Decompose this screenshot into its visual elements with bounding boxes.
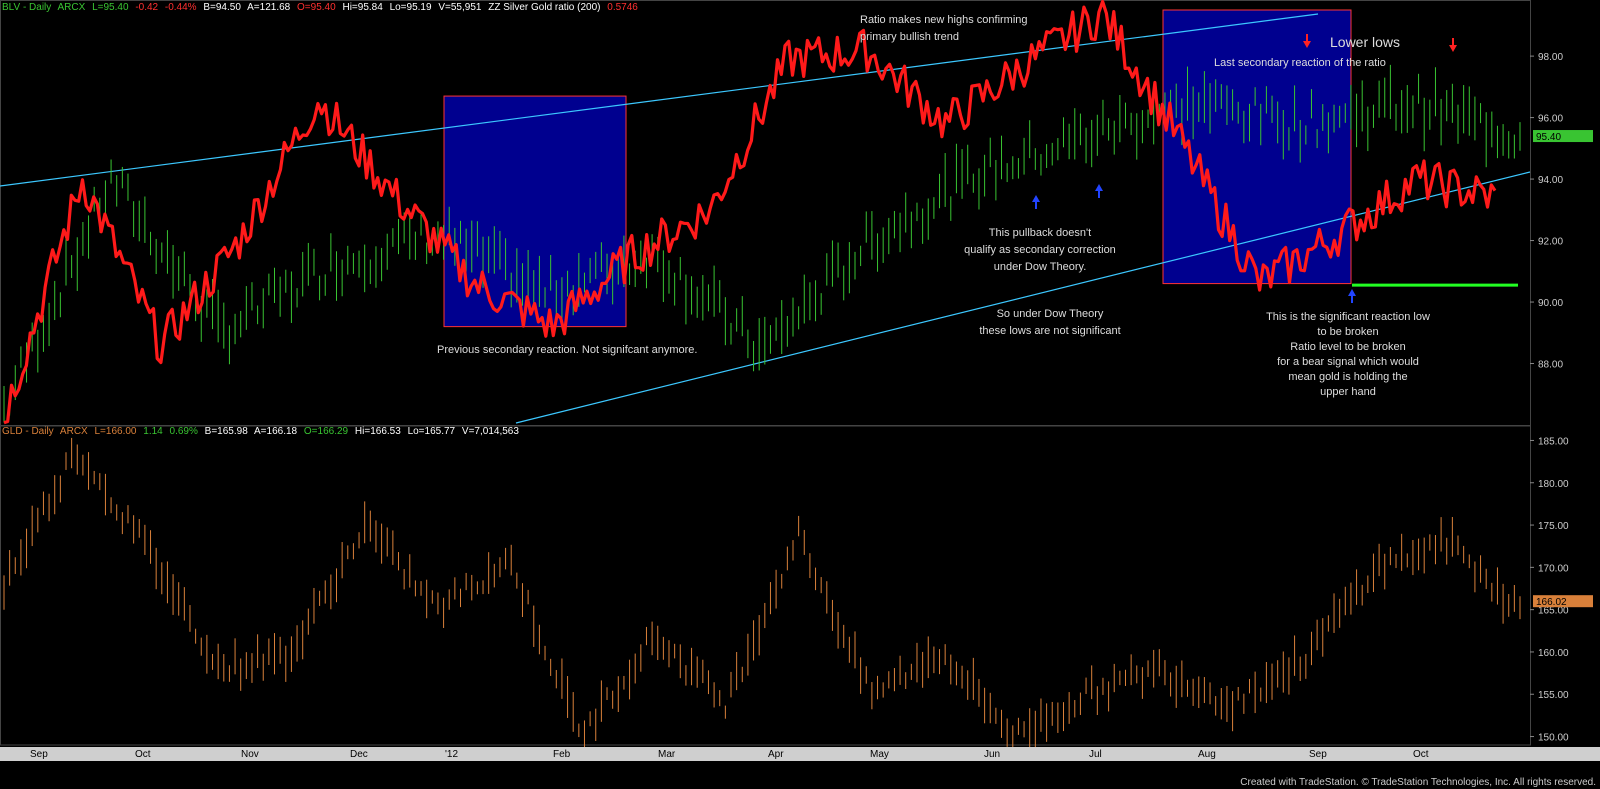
lower-exchange: ARCX <box>59 426 88 437</box>
axes: Sep Oct Nov Dec '12 Feb Mar Apr May Jun Jul Aug Sep O… <box>0 52 1600 761</box>
lower-panel-frame <box>0 425 1531 746</box>
upper-last: L=95.40 <box>92 2 129 13</box>
y-tick-label-lower: 150.00 <box>1538 733 1569 744</box>
x-tick-label: Jun <box>984 749 1000 760</box>
gld-last-price-tag: 166.02 <box>1536 597 1567 608</box>
upper-change-pct: -0.44% <box>164 2 197 13</box>
upper-symbol: BLV - Daily <box>2 2 52 13</box>
x-tick-label: Oct <box>1413 749 1429 760</box>
gld-last-price-tag-bg <box>1533 595 1593 608</box>
annotation-line: under Dow Theory. <box>993 261 1087 273</box>
credit-text: Created with TradeStation. © TradeStatio… <box>1240 777 1596 788</box>
upper-study: ZZ Silver Gold ratio (200) <box>488 2 601 13</box>
upper-exchange: ARCX <box>57 2 86 13</box>
y-tick-label-lower: 185.00 <box>1538 436 1569 447</box>
upper-study-value: 0.5746 <box>607 2 638 13</box>
lower-last: L=166.00 <box>94 426 137 437</box>
annotation-last-secondary: Last secondary reaction of the ratio <box>1214 57 1386 69</box>
y-tick-label-upper: 96.00 <box>1538 114 1563 125</box>
x-tick-label: Apr <box>768 749 784 760</box>
annotation-line: upper hand <box>1320 386 1376 398</box>
annotation-line: So under Dow Theory <box>996 308 1104 320</box>
down-arrow-icon <box>1303 34 1311 48</box>
gld-bars <box>3 437 1521 758</box>
upper-bid: B=94.50 <box>203 2 241 13</box>
upper-low: Lo=95.19 <box>389 2 432 13</box>
grid <box>0 0 1531 746</box>
down-arrow-icon <box>1449 38 1457 52</box>
up-arrow-icon <box>1348 289 1356 303</box>
y-tick-label-lower: 155.00 <box>1538 690 1569 701</box>
lower-high: Hi=166.53 <box>354 426 401 437</box>
upper-change: -0.42 <box>135 2 159 13</box>
x-tick-label: Feb <box>553 749 571 760</box>
upper-open: O=95.40 <box>297 2 336 13</box>
annotation-line: for a bear signal which would <box>1277 356 1419 368</box>
annotation-line: mean gold is holding the <box>1288 371 1408 383</box>
lower-header: GLD - Daily ARCX L=166.00 1.14 0.69% B=1… <box>2 426 523 437</box>
annotation-line: Ratio makes new highs confirming <box>860 14 1028 26</box>
lower-ask: A=166.18 <box>254 426 298 437</box>
annotation-line: these lows are not significant <box>979 325 1121 337</box>
lower-symbol: GLD - Daily <box>2 426 54 437</box>
lower-low: Lo=165.77 <box>407 426 456 437</box>
up-arrow-icon <box>1032 195 1040 209</box>
annotation-line: This is the significant reaction low <box>1266 311 1430 323</box>
annotation-line: Ratio level to be broken <box>1290 341 1406 353</box>
x-tick-label: '12 <box>445 749 458 760</box>
annotation-so-under: So under Dow Theory these lows are not s… <box>970 306 1130 340</box>
annotation-line: primary bullish trend <box>860 31 960 43</box>
y-tick-label-lower: 165.00 <box>1538 606 1569 617</box>
annotation-line: to be broken <box>1317 326 1379 338</box>
lower-change-pct: 0.69% <box>169 426 198 437</box>
y-tick-label-lower: 180.00 <box>1538 479 1569 490</box>
markers <box>1032 34 1457 303</box>
annotation-line: This pullback doesn't <box>988 227 1092 239</box>
y-tick-label-upper: 94.00 <box>1538 175 1563 186</box>
lower-trendline <box>515 171 1531 424</box>
annotation-significant: This is the significant reaction low to … <box>1248 310 1448 400</box>
x-axis-bar <box>0 747 1600 761</box>
y-tick-label-upper: 98.00 <box>1538 52 1563 63</box>
upper-header: BLV - Daily ARCX L=95.40 -0.42 -0.44% B=… <box>2 2 642 13</box>
x-tick-label: Mar <box>658 749 676 760</box>
trendlines <box>0 13 1531 424</box>
blv-bars <box>3 64 1521 423</box>
lower-volume: V=7,014,563 <box>461 426 519 437</box>
blv-last-price-tag: 95.40 <box>1536 132 1561 143</box>
annotation-previous-secondary: Previous secondary reaction. Not signifc… <box>437 344 698 356</box>
upper-volume: V=55,951 <box>438 2 482 13</box>
y-tick-label-lower: 175.00 <box>1538 521 1569 532</box>
upper-high: Hi=95.84 <box>342 2 383 13</box>
y-tick-label-upper: 90.00 <box>1538 298 1563 309</box>
secondary-reaction-box-previous <box>443 95 627 328</box>
y-tick-label-lower: 170.00 <box>1538 563 1569 574</box>
x-tick-label: May <box>870 749 889 760</box>
annotation-lower-lows: Lower lows <box>1330 34 1401 50</box>
x-tick-label: Nov <box>241 749 259 760</box>
ratio-series <box>3 0 1497 425</box>
x-tick-label: Sep <box>30 749 48 760</box>
y-tick-label-lower: 160.00 <box>1538 648 1569 659</box>
annotation-ratio-highs: Ratio makes new highs confirming primary… <box>860 12 1028 46</box>
x-tick-label: Aug <box>1198 749 1216 760</box>
y-tick-label-upper: 92.00 <box>1538 237 1563 248</box>
x-tick-label: Jul <box>1089 749 1102 760</box>
blv-last-price-tag-bg <box>1533 130 1593 143</box>
ratio-line <box>3 0 1497 425</box>
annotation-pullback: This pullback doesn't qualify as seconda… <box>955 225 1125 276</box>
x-tick-label: Oct <box>135 749 151 760</box>
y-tick-label-upper: 88.00 <box>1538 360 1563 371</box>
x-tick-label: Dec <box>350 749 368 760</box>
up-arrow-icon <box>1095 184 1103 198</box>
lower-open: O=166.29 <box>303 426 349 437</box>
annotation-line: qualify as secondary correction <box>964 244 1116 256</box>
upper-ask: A=121.68 <box>247 2 291 13</box>
x-tick-label: Sep <box>1309 749 1327 760</box>
lower-change: 1.14 <box>143 426 163 437</box>
upper-trendline <box>0 13 1319 187</box>
lower-bid: B=165.98 <box>204 426 248 437</box>
